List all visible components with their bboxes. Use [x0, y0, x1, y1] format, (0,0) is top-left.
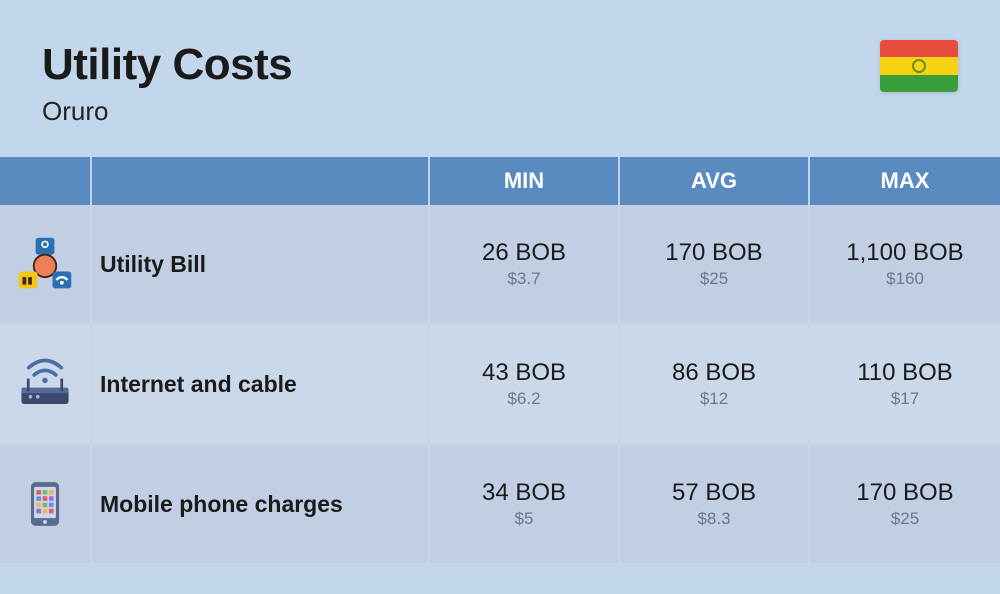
header-spacer-label — [92, 157, 430, 205]
flag-stripe-bot — [880, 75, 958, 92]
column-header-max: MAX — [810, 157, 1000, 205]
table-header: MIN AVG MAX — [0, 157, 1000, 205]
row-icon-cell — [0, 445, 92, 565]
table-body: Utility Bill26 BOB$3.7170 BOB$251,100 BO… — [0, 205, 1000, 565]
primary-value: 86 BOB — [672, 359, 756, 387]
table-row: Mobile phone charges34 BOB$557 BOB$8.317… — [0, 445, 1000, 565]
value-cell: 170 BOB$25 — [620, 205, 810, 325]
primary-value: 170 BOB — [665, 239, 762, 267]
page-subtitle: Oruro — [42, 96, 292, 127]
primary-value: 1,100 BOB — [846, 239, 963, 267]
table-row: Utility Bill26 BOB$3.7170 BOB$251,100 BO… — [0, 205, 1000, 325]
value-cell: 170 BOB$25 — [810, 445, 1000, 565]
title-block: Utility Costs Oruro — [42, 40, 292, 127]
primary-value: 43 BOB — [482, 359, 566, 387]
row-label: Mobile phone charges — [92, 445, 430, 565]
secondary-value: $25 — [700, 269, 728, 289]
utility-bill-icon — [13, 232, 77, 296]
primary-value: 34 BOB — [482, 479, 566, 507]
header-spacer-icon — [0, 157, 92, 205]
secondary-value: $8.3 — [697, 509, 730, 529]
table-row: Internet and cable43 BOB$6.286 BOB$12110… — [0, 325, 1000, 445]
header: Utility Costs Oruro — [0, 0, 1000, 157]
primary-value: 110 BOB — [857, 359, 953, 387]
row-label: Internet and cable — [92, 325, 430, 445]
row-icon-cell — [0, 205, 92, 325]
secondary-value: $6.2 — [507, 389, 540, 409]
row-icon-cell — [0, 325, 92, 445]
router-icon — [13, 352, 77, 416]
value-cell: 110 BOB$17 — [810, 325, 1000, 445]
secondary-value: $160 — [886, 269, 924, 289]
cost-table: MIN AVG MAX Utility Bill26 BOB$3.7170 BO… — [0, 157, 1000, 565]
value-cell: 43 BOB$6.2 — [430, 325, 620, 445]
primary-value: 26 BOB — [482, 239, 566, 267]
secondary-value: $3.7 — [507, 269, 540, 289]
secondary-value: $25 — [891, 509, 919, 529]
flag-emblem-icon — [912, 59, 926, 73]
secondary-value: $17 — [891, 389, 919, 409]
flag-icon — [880, 40, 958, 92]
page-title: Utility Costs — [42, 40, 292, 90]
secondary-value: $12 — [700, 389, 728, 409]
primary-value: 170 BOB — [856, 479, 953, 507]
column-header-avg: AVG — [620, 157, 810, 205]
value-cell: 86 BOB$12 — [620, 325, 810, 445]
secondary-value: $5 — [515, 509, 534, 529]
value-cell: 1,100 BOB$160 — [810, 205, 1000, 325]
column-header-min: MIN — [430, 157, 620, 205]
phone-icon — [13, 472, 77, 536]
primary-value: 57 BOB — [672, 479, 756, 507]
value-cell: 34 BOB$5 — [430, 445, 620, 565]
value-cell: 57 BOB$8.3 — [620, 445, 810, 565]
value-cell: 26 BOB$3.7 — [430, 205, 620, 325]
row-label: Utility Bill — [92, 205, 430, 325]
flag-stripe-top — [880, 40, 958, 57]
